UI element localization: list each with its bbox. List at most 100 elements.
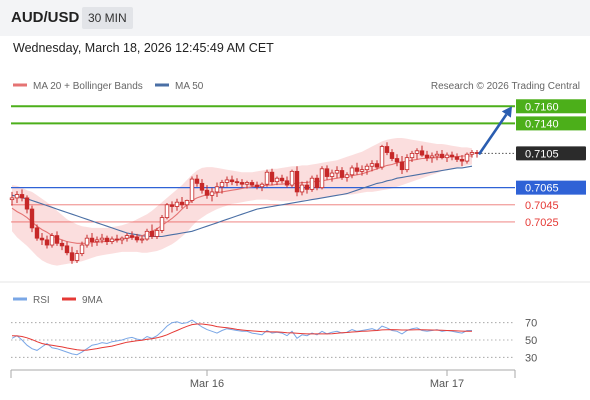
candle (249, 179, 255, 187)
candle (189, 176, 195, 204)
price-level-labels: 0.7160 0.7140 0.7105 0.7065 0.7045 0.7025 (516, 99, 586, 229)
chart-datetime: Wednesday, March 18, 2026 12:45:49 AM CE… (13, 41, 274, 55)
candle-body-down (249, 182, 255, 186)
candle (304, 180, 310, 194)
candle (99, 233, 105, 244)
candle-body-up (164, 204, 170, 219)
candle-body-down (304, 184, 310, 190)
candle-body-down (389, 152, 395, 159)
candle-body-up (329, 172, 335, 177)
candle-body-down (204, 189, 210, 196)
candle-body-up (264, 171, 270, 185)
candle-body-down (234, 181, 240, 184)
timeframe-button[interactable]: 30 MIN (82, 7, 133, 29)
candle-body-down (134, 236, 140, 241)
candle (124, 233, 130, 242)
candle-body-down (29, 208, 35, 229)
candle-body-down (294, 170, 300, 193)
candle-body-down (354, 167, 360, 172)
candle-body-up (274, 177, 280, 183)
candle (264, 169, 270, 187)
candle-body-down (459, 158, 465, 162)
candle (434, 150, 440, 161)
resistance-price-label: 0.7160 (525, 101, 559, 113)
pivot-price-tag (516, 180, 586, 195)
candle (339, 167, 345, 180)
candle (144, 228, 150, 241)
candle (409, 150, 415, 162)
ma20-legend-swatch (13, 83, 27, 87)
forecast-arrow (477, 106, 512, 156)
candle-body-up (49, 235, 55, 246)
support-price-label: 0.7045 (525, 200, 559, 212)
rsi-tick-label: 50 (525, 335, 537, 347)
candle-body-up (119, 237, 125, 241)
candle-body-up (79, 244, 85, 254)
candle (159, 215, 165, 234)
candle-body-down (439, 153, 445, 159)
pivot-price-label: 0.7065 (525, 183, 559, 195)
candle-body-down (24, 197, 30, 210)
candle-body-down (449, 154, 455, 158)
candle (459, 155, 465, 167)
candle (444, 152, 450, 162)
last-price-tag (516, 146, 586, 161)
x-axis-tick-label: Mar 17 (430, 378, 464, 390)
candle (369, 160, 375, 172)
candle-body-down (324, 168, 330, 177)
candle-body-up (429, 155, 435, 159)
candle (294, 166, 300, 197)
resistance-price-tag (516, 116, 586, 131)
x-axis-tick-label: Mar 16 (190, 378, 224, 390)
candle (344, 172, 350, 182)
candle (239, 179, 245, 188)
candle-body-down (284, 180, 290, 186)
candle (184, 199, 190, 210)
candle (389, 149, 395, 162)
candle-body-down (279, 177, 285, 182)
candle-body-down (384, 146, 390, 153)
candle (354, 162, 360, 175)
rsi-legend-swatch (13, 297, 27, 301)
candle-body-down (374, 163, 380, 168)
resistance-price-tag (516, 99, 586, 114)
candle (384, 142, 390, 156)
candle-body-up (94, 239, 100, 242)
candle-body-down (34, 227, 40, 239)
candle (54, 231, 60, 246)
candle (244, 180, 250, 189)
rsi-line (11, 319, 472, 356)
candle-body-up (9, 197, 15, 201)
price-level-lines (11, 105, 515, 223)
candle (94, 236, 100, 246)
candle-body-up (359, 169, 365, 172)
candle (329, 169, 335, 182)
candle (254, 181, 260, 190)
chart-credit: Research © 2026 Trading Central (431, 81, 580, 92)
candle (414, 148, 420, 160)
candle-body-down (149, 230, 155, 237)
candle (219, 179, 225, 194)
candle (299, 181, 305, 196)
candle (134, 233, 140, 243)
candle-body-down (314, 177, 320, 189)
candle-body-up (174, 201, 180, 207)
candle (119, 236, 125, 245)
candle-body-down (454, 156, 460, 160)
ma50-legend-label: MA 50 (175, 81, 204, 92)
candle (469, 149, 475, 158)
candle (14, 191, 20, 204)
candle (229, 175, 235, 186)
candle-body-up (209, 191, 215, 196)
candle (84, 234, 90, 248)
rsi-ma-legend-swatch (62, 297, 76, 301)
candle (394, 154, 400, 167)
candle (284, 176, 290, 188)
candle-body-down (104, 237, 110, 242)
candle-body-up (299, 184, 305, 193)
candle (89, 233, 95, 247)
rsi-tick-label: 70 (525, 318, 537, 330)
candle (449, 151, 455, 161)
candle-body-up (109, 238, 115, 242)
